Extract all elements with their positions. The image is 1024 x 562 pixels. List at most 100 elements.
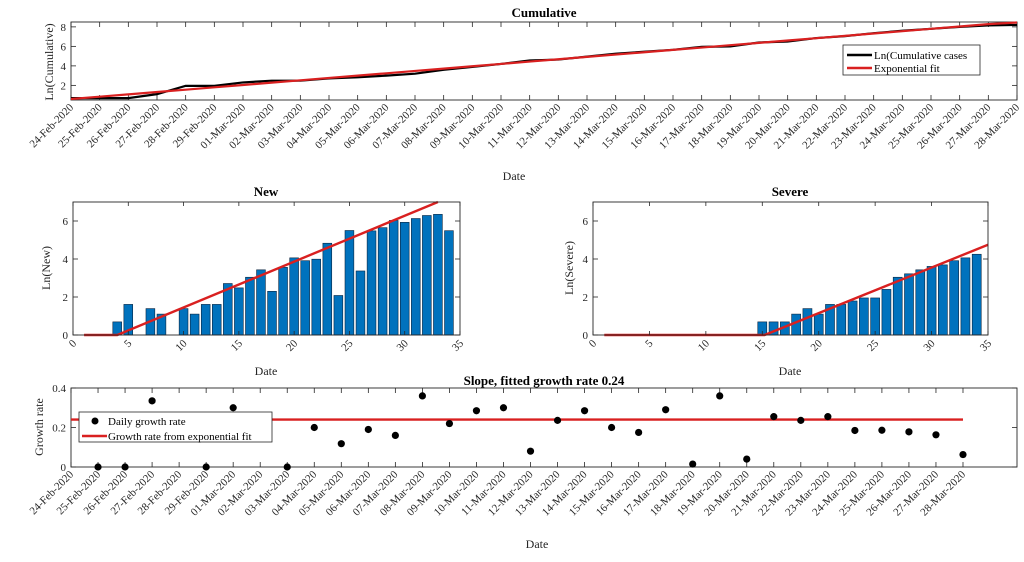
new-bar <box>333 295 344 336</box>
x-tick-label: 20 <box>809 337 826 354</box>
new-bar <box>344 230 355 336</box>
severe-bar <box>859 297 869 336</box>
daily-growth-point <box>499 404 508 412</box>
legend-swatch-daily <box>91 417 99 425</box>
cumulative-ylabel: Ln(Cumulative) <box>42 23 56 100</box>
new-bar <box>212 304 222 336</box>
x-tick-label: 10 <box>173 337 190 354</box>
y-tick-label: 2 <box>61 80 67 92</box>
y-tick-label: 4 <box>61 61 67 73</box>
x-tick-label: 10 <box>696 337 713 354</box>
daily-growth-point <box>148 397 156 405</box>
y-tick-label: 0 <box>63 330 69 342</box>
y-tick-label: 6 <box>61 41 67 53</box>
daily-growth-point <box>391 431 399 439</box>
slope-title: Slope, fitted growth rate 0.24 <box>464 373 625 388</box>
new-bar <box>366 230 377 336</box>
severe-ylabel: Ln(Severe) <box>562 241 576 295</box>
x-tick-label: 15 <box>752 337 769 354</box>
daily-growth-point <box>202 463 210 471</box>
new-bar <box>322 242 333 336</box>
daily-growth-point <box>553 416 562 424</box>
daily-growth-point <box>121 463 129 471</box>
new-plot: New Ln(New) Date 0 2 4 6 0 5 10 15 20 25 30 35 <box>39 184 466 378</box>
x-tick-label: 0 <box>587 337 600 350</box>
new-bar <box>388 220 399 336</box>
new-bar <box>289 257 299 336</box>
new-bar <box>278 267 288 336</box>
x-tick-label: 25 <box>339 337 356 354</box>
severe-bar <box>802 308 813 336</box>
x-tick-label: 5 <box>643 337 656 350</box>
new-xlabel: Date <box>255 364 278 378</box>
daily-growth-point <box>959 450 967 459</box>
new-bar <box>411 218 421 336</box>
slope-plot: Slope, fitted growth rate 0.24 Growth ra… <box>27 373 1018 551</box>
new-bar <box>311 258 321 336</box>
cumulative-fit-line <box>70 21 1018 101</box>
x-tick-label: 25 <box>865 337 882 354</box>
severe-bar <box>892 276 903 336</box>
new-bar <box>300 260 310 336</box>
severe-bar <box>836 304 847 336</box>
x-tick-label: 30 <box>921 337 938 354</box>
severe-bar <box>847 300 858 336</box>
legend-label-fit: Exponential fit <box>874 63 940 75</box>
x-tick-label: 20 <box>284 337 301 354</box>
severe-bar <box>926 266 937 336</box>
y-tick-label: 6 <box>63 216 69 228</box>
y-tick-label: 0 <box>583 330 589 342</box>
y-tick-label: 0.2 <box>52 423 66 435</box>
legend-box <box>842 44 981 76</box>
y-tick-label: 4 <box>63 254 69 266</box>
new-bar <box>245 276 255 336</box>
daily-growth-point <box>608 423 616 432</box>
daily-growth-point <box>526 447 535 455</box>
x-tick-label: 35 <box>450 337 467 354</box>
cumulative-legend: Ln(Cumulative cases Exponential fit <box>842 44 981 76</box>
daily-growth-point <box>472 407 481 415</box>
severe-xlabel: Date <box>779 364 802 378</box>
severe-plot: Severe Ln(Severe) Date 0 2 4 6 0 5 10 15 20 25 30 3… <box>562 184 994 378</box>
axes-box <box>72 201 461 336</box>
axes-box <box>70 21 1018 101</box>
y-tick-label: 4 <box>583 254 589 266</box>
daily-growth-point <box>283 463 291 471</box>
new-bar <box>399 222 410 336</box>
slope-xlabel: Date <box>526 537 549 551</box>
y-tick-label: 0 <box>61 462 67 474</box>
daily-growth-point <box>445 419 454 428</box>
cumulative-xlabel: Date <box>503 169 526 183</box>
daily-growth-point <box>689 460 697 468</box>
severe-bar <box>971 253 982 336</box>
x-tick-label: 5 <box>122 337 135 350</box>
legend-label-fit: Growth rate from exponential fit <box>108 431 252 443</box>
y-tick-label: 6 <box>583 216 589 228</box>
daily-growth-point <box>337 440 345 448</box>
daily-growth-point <box>824 413 832 421</box>
x-tick-label: 30 <box>395 337 412 354</box>
x-tick-label: 15 <box>229 337 246 354</box>
legend-label-data: Ln(Cumulative cases <box>874 50 967 62</box>
daily-growth-point <box>743 455 751 463</box>
daily-growth-point <box>932 431 940 439</box>
cumulative-title: Cumulative <box>512 5 577 20</box>
severe-bar <box>904 273 914 336</box>
severe-title: Severe <box>772 184 809 199</box>
cumulative-plot: Cumulative Ln(Cumulative) Date 246824-Fe… <box>27 5 1022 183</box>
new-bar <box>200 304 211 336</box>
legend-label-daily: Daily growth rate <box>108 416 186 428</box>
y-tick-label: 8 <box>61 22 67 34</box>
daily-growth-point <box>364 425 372 434</box>
daily-growth-point <box>878 426 886 434</box>
new-ylabel: Ln(New) <box>39 246 53 290</box>
daily-growth-point <box>418 392 426 400</box>
daily-growth-point <box>851 426 859 435</box>
slope-ylabel: Growth rate <box>32 398 46 456</box>
x-tick-label: 35 <box>978 337 995 354</box>
y-tick-label: 0.4 <box>52 383 66 395</box>
severe-bar <box>949 260 959 336</box>
new-bar <box>355 270 366 336</box>
new-bar <box>377 227 388 336</box>
new-bar <box>234 287 244 336</box>
